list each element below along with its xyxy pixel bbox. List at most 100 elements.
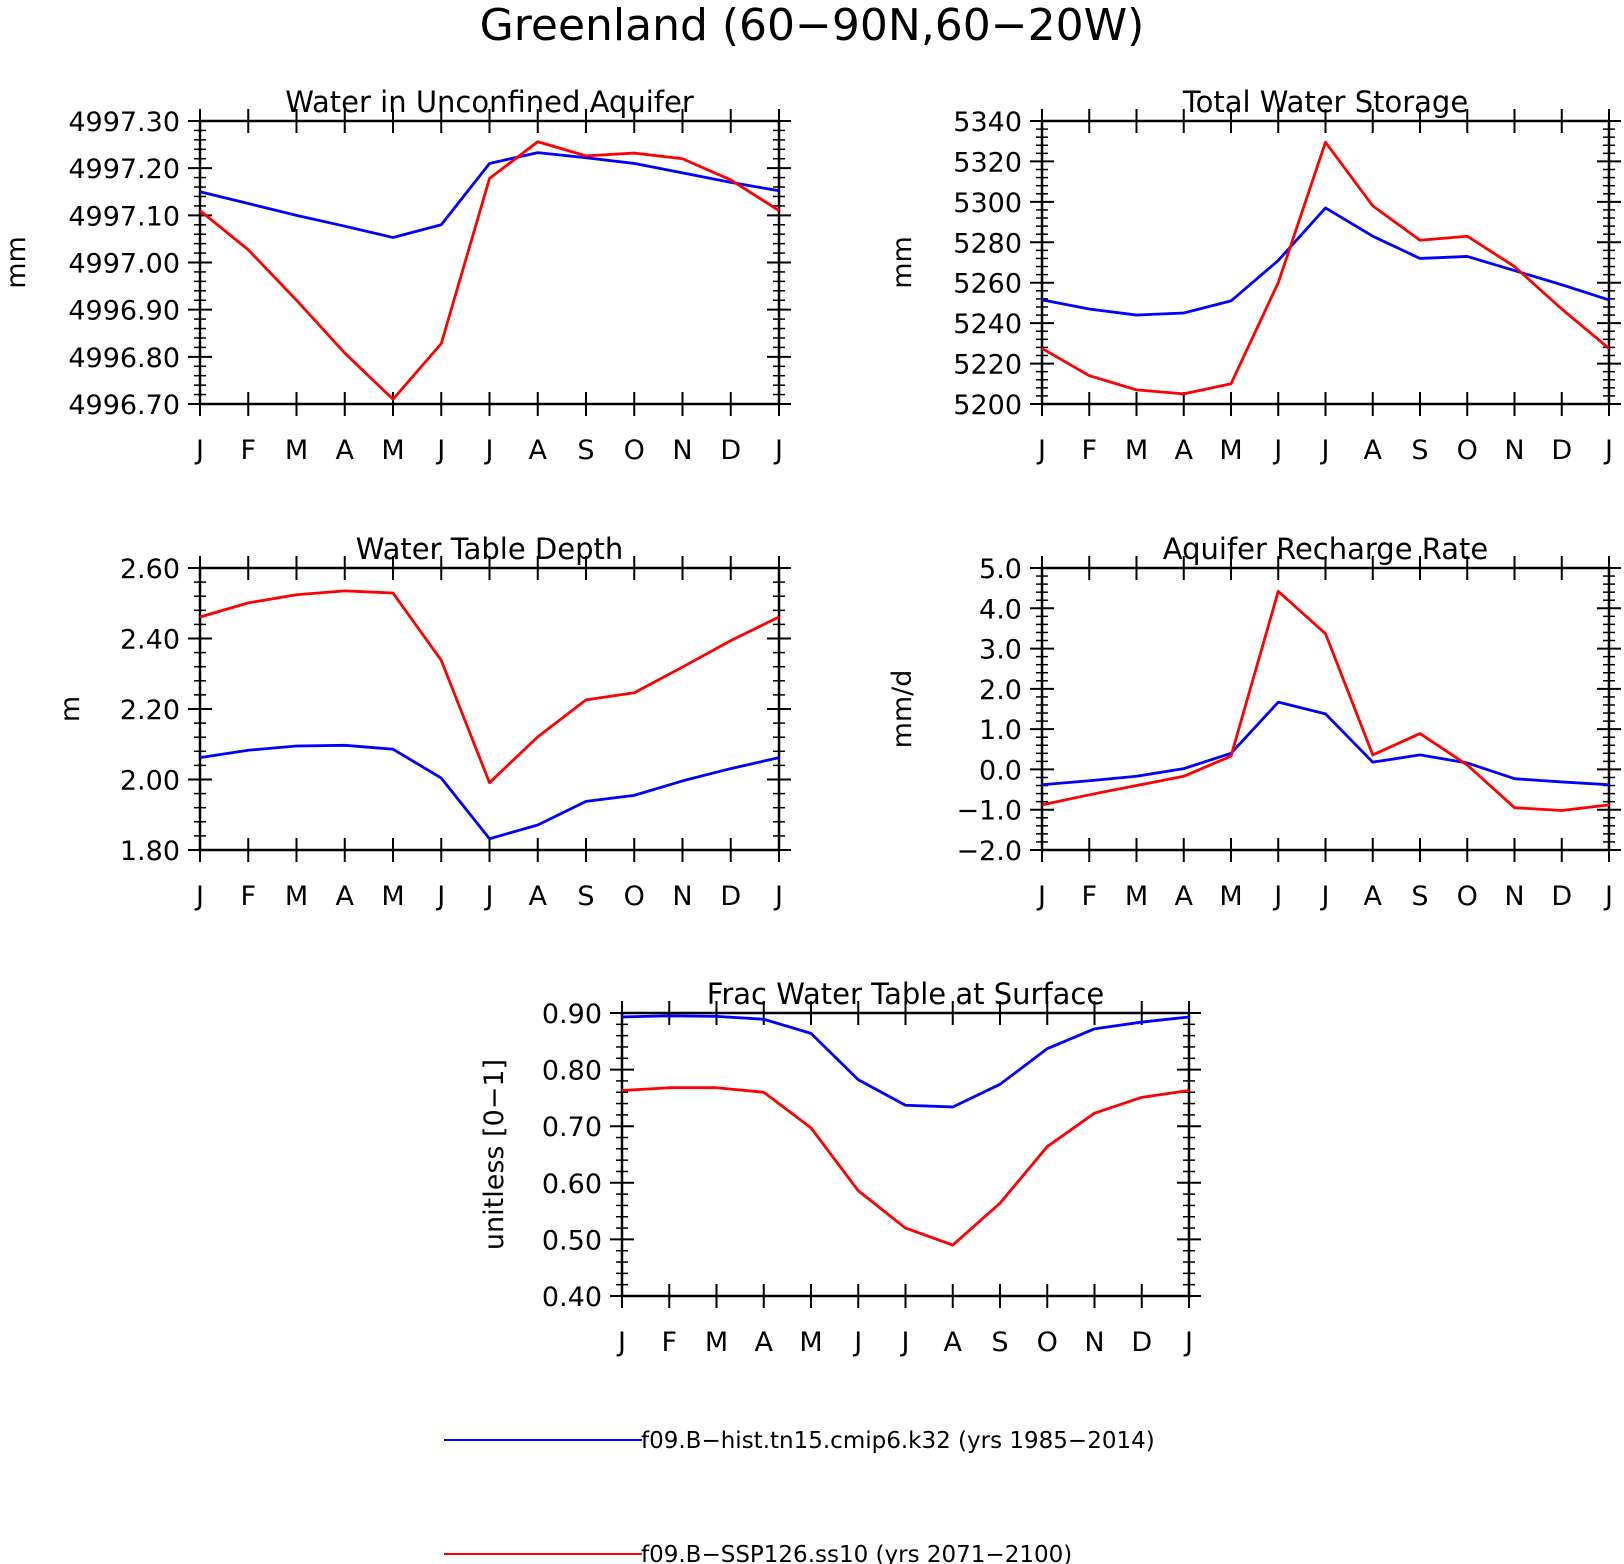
plot-frame [1040, 119, 1611, 406]
x-tick-label: D [1131, 1327, 1152, 1358]
x-tick-label: S [577, 881, 594, 912]
y-axis-label: mm/d [887, 670, 918, 749]
y-tick-label: −2.0 [956, 836, 1022, 867]
x-tick-label: J [852, 1327, 862, 1358]
x-tick-label: F [240, 435, 256, 466]
panel-water-in-unconfined-aquifer: Water in Unconfined Aquifermm4996.704996… [1, 85, 791, 466]
series-line-ssp126 [621, 1086, 1190, 1247]
x-tick-label: J [616, 1327, 626, 1358]
x-tick-label: M [1219, 881, 1242, 912]
x-tick-label: O [1457, 881, 1478, 912]
y-tick-label: 0.50 [542, 1225, 602, 1256]
series-line-ssp126 [199, 589, 780, 785]
x-tick-label: A [1364, 435, 1383, 466]
x-tick-label: J [435, 881, 445, 912]
plot-frame [620, 1011, 1191, 1298]
x-tick-label: J [1272, 881, 1282, 912]
x-tick-label: A [1364, 881, 1383, 912]
x-tick-label: J [1603, 435, 1613, 466]
x-tick-label: A [336, 881, 355, 912]
x-tick-label: J [1320, 881, 1330, 912]
y-tick-label: 0.70 [542, 1112, 602, 1143]
y-tick-label: 2.20 [120, 695, 180, 726]
y-tick-label: 0.80 [542, 1056, 602, 1087]
x-tick-label: N [1504, 435, 1524, 466]
x-tick-label: D [1551, 881, 1572, 912]
x-tick-label: A [336, 435, 355, 466]
y-tick-label: 5200 [953, 390, 1022, 421]
x-tick-label: M [285, 881, 308, 912]
series-line-historical [199, 743, 780, 841]
series-line-ssp126 [199, 140, 780, 401]
series-line-historical [1041, 206, 1610, 317]
panel-total-water-storage: Total Water Storagemm5200522052405260528… [887, 85, 1621, 466]
y-tick-label: 0.60 [542, 1169, 602, 1200]
y-tick-label: 4997.00 [68, 249, 180, 280]
y-tick-label: 0.90 [542, 999, 602, 1030]
y-tick-label: 4997.20 [68, 154, 180, 185]
y-tick-label: 5320 [953, 147, 1022, 178]
y-tick-label: 4997.10 [68, 201, 180, 232]
x-tick-label: O [1037, 1327, 1058, 1358]
y-tick-label: 4996.80 [68, 343, 180, 374]
legend: f09.B−hist.tn15.cmip6.k32 (yrs 1985−2014… [444, 1428, 1155, 1564]
y-tick-label: 0.0 [979, 755, 1022, 786]
y-tick-label: −1.0 [956, 796, 1022, 827]
x-tick-label: F [240, 881, 256, 912]
x-tick-label: A [529, 881, 548, 912]
x-tick-label: A [529, 435, 548, 466]
x-tick-label: M [705, 1327, 728, 1358]
series-line-historical [199, 151, 780, 239]
x-tick-label: D [1551, 435, 1572, 466]
x-tick-label: J [900, 1327, 910, 1358]
y-tick-label: 1.0 [979, 715, 1022, 746]
y-tick-label: 5300 [953, 188, 1022, 219]
y-axis-label: mm [887, 236, 918, 289]
y-tick-label: 2.60 [120, 554, 180, 585]
series-line-historical [1041, 700, 1610, 787]
x-tick-label: M [799, 1327, 822, 1358]
y-tick-label: 5220 [953, 350, 1022, 381]
y-tick-label: 0.40 [542, 1282, 602, 1313]
x-tick-label: F [1081, 435, 1097, 466]
x-tick-label: J [1320, 435, 1330, 466]
x-tick-label: O [624, 435, 645, 466]
x-tick-label: N [1504, 881, 1524, 912]
y-tick-label: 5280 [953, 228, 1022, 259]
x-tick-label: S [1411, 881, 1428, 912]
x-tick-label: A [755, 1327, 774, 1358]
x-tick-label: F [1081, 881, 1097, 912]
y-tick-label: 4996.70 [68, 390, 180, 421]
x-tick-label: J [484, 881, 494, 912]
y-tick-label: 2.00 [120, 766, 180, 797]
y-axis-label: unitless [0−1] [479, 1059, 510, 1250]
y-tick-label: 5.0 [979, 554, 1022, 585]
x-tick-label: M [381, 881, 404, 912]
y-tick-label: 4.0 [979, 594, 1022, 625]
x-tick-label: O [624, 881, 645, 912]
y-tick-label: 4996.90 [68, 296, 180, 327]
legend-label-historical: f09.B−hist.tn15.cmip6.k32 (yrs 1985−2014… [641, 1428, 1155, 1454]
x-tick-label: J [1183, 1327, 1193, 1358]
x-tick-label: J [1036, 435, 1046, 466]
legend-label-ssp126: f09.B−SSP126.ss10 (yrs 2071−2100) [641, 1542, 1072, 1564]
x-tick-label: J [194, 435, 204, 466]
x-tick-label: D [720, 435, 741, 466]
x-tick-label: J [773, 881, 783, 912]
x-tick-label: J [194, 881, 204, 912]
y-tick-label: 2.0 [979, 675, 1022, 706]
x-tick-label: A [1175, 881, 1194, 912]
y-tick-label: 2.40 [120, 625, 180, 656]
x-tick-label: N [1084, 1327, 1104, 1358]
x-tick-label: S [991, 1327, 1008, 1358]
x-tick-label: M [381, 435, 404, 466]
y-axis-label: m [55, 696, 86, 722]
x-tick-label: M [1219, 435, 1242, 466]
x-tick-label: J [1603, 881, 1613, 912]
x-tick-label: N [672, 881, 692, 912]
x-tick-label: J [484, 435, 494, 466]
x-tick-label: O [1457, 435, 1478, 466]
